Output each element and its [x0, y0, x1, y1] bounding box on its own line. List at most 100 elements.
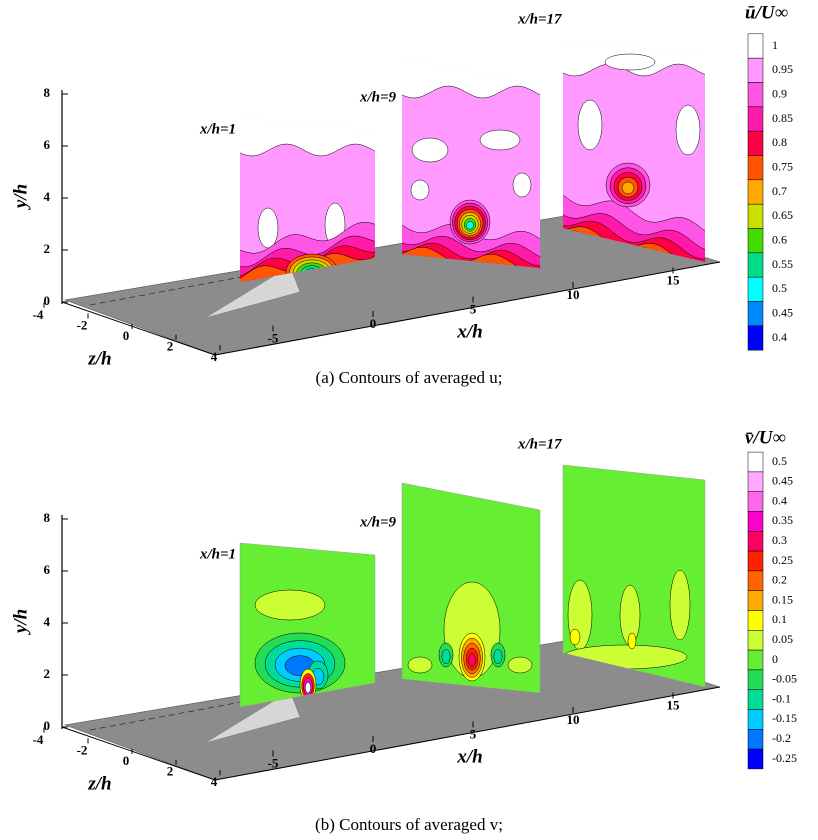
y-tick-label: 6: [44, 562, 51, 577]
colorbar-cell: [747, 491, 764, 512]
y-tick-label: 0: [44, 293, 51, 308]
colorbar-cell: [747, 630, 764, 651]
y-axis-label: y/h: [10, 609, 31, 635]
x-tick-label: 5: [470, 726, 477, 741]
colorbar-label: 0: [772, 652, 778, 666]
colorbar-label: 0.95: [772, 62, 793, 76]
y-tick-label: 6: [44, 137, 51, 152]
contour: [604, 53, 656, 71]
contour: [254, 589, 326, 621]
z-tick-label: -4: [33, 732, 44, 747]
contour: [512, 172, 532, 198]
colorbar-cell: [747, 669, 764, 690]
colorbar-cell: [747, 471, 764, 492]
x-tick-label: 15: [667, 697, 681, 712]
z-axis: [61, 726, 216, 781]
colorbar-cell: [747, 252, 764, 278]
plane: [563, 40, 705, 262]
colorbar-cell: [747, 106, 764, 132]
colorbar-label: 0.45: [772, 305, 793, 319]
contour: [577, 99, 603, 151]
plane: [240, 543, 375, 707]
x-axis: [214, 686, 721, 781]
y-tick-label: 8: [44, 85, 51, 100]
colorbar-label: 0.7: [772, 184, 787, 198]
contour: [410, 179, 430, 201]
colorbar-label: 0.4: [772, 330, 787, 344]
z-tick-label: 4: [211, 349, 218, 364]
colorbar-cell: [747, 511, 764, 532]
contour: [407, 656, 433, 674]
z-axis: [61, 301, 216, 356]
contour: [305, 682, 311, 694]
colorbar-label: 0.35: [772, 513, 793, 527]
colorbar-label: 0.15: [772, 592, 793, 606]
colorbar-label: 0.85: [772, 111, 793, 125]
contour: [675, 104, 701, 156]
x-tick-label: -5: [268, 330, 279, 345]
panel: 0 2 4 6 8 y/h -4 -2 0 2 4 z/h -5 0 5 10 15 x/h x/h=1 x/h=9 x…: [10, 2, 793, 369]
x-tick-label: 10: [567, 712, 580, 727]
colorbar-label: 0.1: [772, 612, 787, 626]
colorbar-cell: [747, 203, 764, 229]
plane-label: x/h=1: [199, 121, 236, 137]
colorbar-label: -0.25: [772, 751, 797, 765]
contour: [621, 181, 635, 195]
colorbar-cell: [747, 325, 764, 351]
colorbar-label: -0.05: [772, 672, 797, 686]
plane-edge: [401, 482, 541, 694]
z-tick-label: -2: [77, 317, 88, 332]
colorbar-cell: [747, 748, 764, 770]
contour: [402, 235, 540, 268]
plane-label: x/h=17: [517, 11, 562, 27]
x-axis: [214, 261, 721, 356]
y-tick-label: 2: [44, 241, 51, 256]
contour: [493, 649, 503, 665]
colorbar-label: 0.8: [772, 135, 787, 149]
z-axis-label: z/h: [87, 348, 111, 369]
x-tick-label: 0: [370, 316, 377, 331]
colorbar-cell: [747, 590, 764, 611]
floor-dash: [89, 692, 291, 731]
colorbar-cell: [747, 130, 764, 156]
colorbar-label: -0.2: [772, 731, 791, 745]
contour: [240, 118, 375, 157]
colorbar-cell: [747, 689, 764, 710]
contour: [479, 129, 521, 151]
contour: [402, 242, 540, 268]
colorbar-cell: [747, 228, 764, 254]
contour: [563, 220, 705, 262]
x-axis-label: x/h: [456, 746, 482, 767]
caption: (a) Contours of averaged u;: [316, 368, 503, 387]
colorbar-label: 0.9: [772, 86, 787, 100]
z-axis-label: z/h: [87, 773, 111, 794]
contour: [411, 137, 449, 163]
colorbar-label: 0.65: [772, 208, 793, 222]
floor-dash: [89, 267, 291, 306]
colorbar-label: -0.1: [772, 691, 791, 705]
z-tick-label: -4: [33, 307, 44, 322]
colorbar-label: 0.45: [772, 474, 793, 488]
plane: [563, 465, 705, 687]
x-tick-label: 15: [667, 272, 681, 287]
colorbar-label: 1: [772, 38, 778, 52]
colorbar-label: 0.5: [772, 281, 787, 295]
colorbar-cell: [747, 301, 764, 327]
y-tick-label: 8: [44, 510, 51, 525]
colorbar-cell: [747, 610, 764, 631]
plane-fill: [402, 58, 540, 268]
z-tick-label: -2: [77, 742, 88, 757]
contour: [466, 221, 474, 230]
colorbar-title: ū/U∞: [745, 2, 788, 23]
colorbar-cell: [747, 709, 764, 730]
plane-edge: [562, 464, 706, 688]
colorbar-label: 0.4: [772, 493, 787, 507]
caption: (b) Contours of averaged v;: [315, 815, 503, 834]
x-tick-label: 5: [470, 301, 477, 316]
colorbar-cell: [747, 729, 764, 750]
wedge: [204, 265, 301, 319]
x-tick-label: 0: [370, 741, 377, 756]
x-axis-label: x/h: [456, 321, 482, 342]
y-axis-label: y/h: [10, 184, 31, 210]
